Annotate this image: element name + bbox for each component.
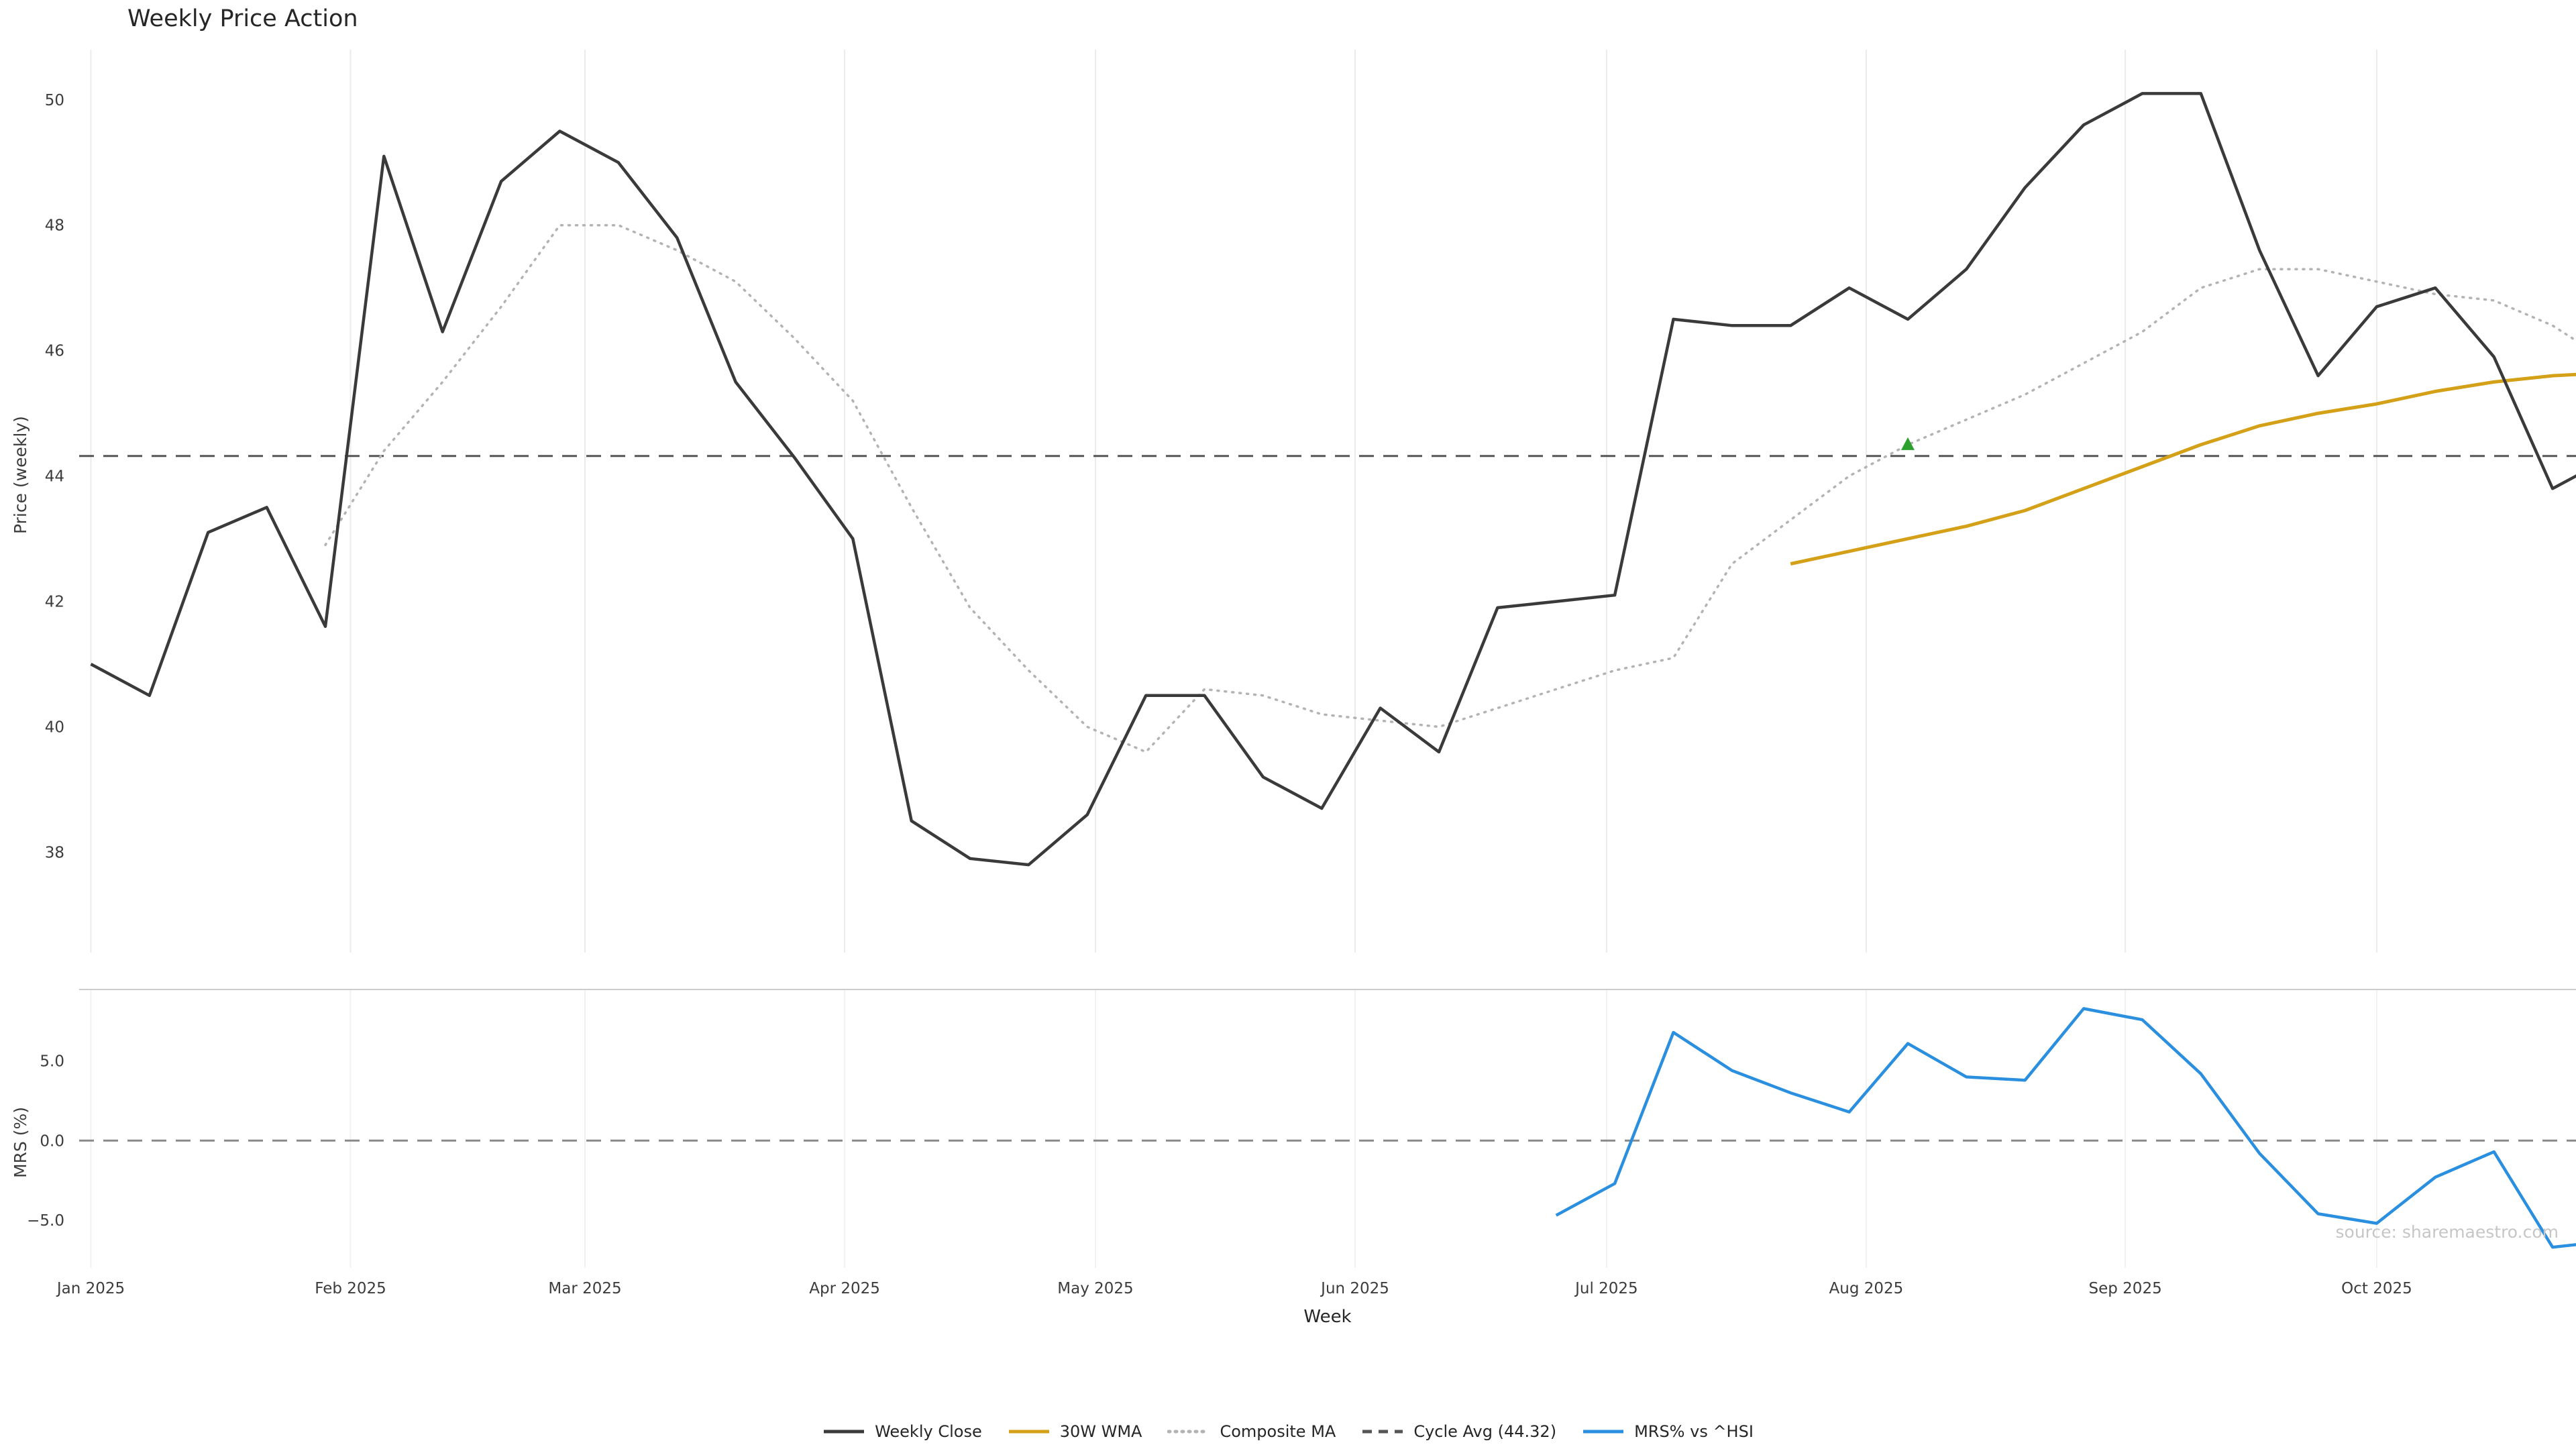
legend-label: 30W WMA (1059, 1422, 1142, 1441)
legend-swatch-solid (1008, 1430, 1049, 1434)
legend-swatch-solid (1583, 1430, 1624, 1434)
x-tick-label: Jul 2025 (1574, 1280, 1638, 1297)
y-tick-label: 48 (45, 217, 64, 235)
legend-label: MRS% vs ^HSI (1634, 1422, 1754, 1441)
x-tick-label: Apr 2025 (809, 1280, 880, 1297)
x-tick-label: Mar 2025 (548, 1280, 621, 1297)
legend-item: Weekly Close (822, 1422, 982, 1441)
x-tick-label: Sep 2025 (2089, 1280, 2162, 1297)
x-tick-label: Aug 2025 (1829, 1280, 1904, 1297)
legend-item: 30W WMA (1008, 1422, 1142, 1441)
legend-item: MRS% vs ^HSI (1582, 1422, 1754, 1441)
week-axis-label: Week (1303, 1307, 1352, 1327)
source-credit: source: sharemaestro.com (2335, 1222, 2559, 1242)
x-tick-label: Jun 2025 (1320, 1280, 1389, 1297)
x-tick-label: Oct 2025 (2341, 1280, 2412, 1297)
y-tick-label: 40 (45, 719, 64, 737)
legend-item: Composite MA (1167, 1422, 1336, 1441)
y-tick-label: −5.0 (27, 1212, 64, 1230)
legend-swatch-dotted (1167, 1430, 1211, 1434)
legend-swatch-solid (824, 1430, 865, 1434)
y-tick-label: 5.0 (40, 1053, 64, 1071)
y-tick-label: 44 (45, 468, 64, 486)
chart-title: Weekly Price Action (127, 5, 358, 32)
series-weekly-close (90, 92, 2576, 867)
x-tick-label: May 2025 (1057, 1280, 1133, 1297)
legend: Weekly Close 30W WMA Composite MA Cycle Avg… (0, 1422, 2576, 1441)
y-tick-label: 46 (45, 343, 64, 360)
series-mrs-vs-hsi (1555, 1007, 2576, 1249)
y-tick-label: 50 (45, 92, 64, 109)
legend-label: Cycle Avg (44.32) (1413, 1422, 1557, 1441)
y-tick-label: 38 (45, 844, 64, 861)
buy-signal-marker (1900, 437, 1915, 450)
legend-label: Weekly Close (875, 1422, 982, 1441)
series-30w-wma (1790, 372, 2576, 566)
x-tick-label: Jan 2025 (56, 1280, 125, 1297)
y-tick-label: 42 (45, 594, 64, 611)
x-tick-label: Feb 2025 (315, 1280, 386, 1297)
legend-label: Composite MA (1220, 1422, 1336, 1441)
legend-swatch-dashed (1362, 1430, 1403, 1434)
legend-item: Cycle Avg (44.32) (1361, 1422, 1556, 1441)
y-tick-label: 0.0 (40, 1132, 64, 1150)
series-composite-ma (324, 223, 2576, 753)
